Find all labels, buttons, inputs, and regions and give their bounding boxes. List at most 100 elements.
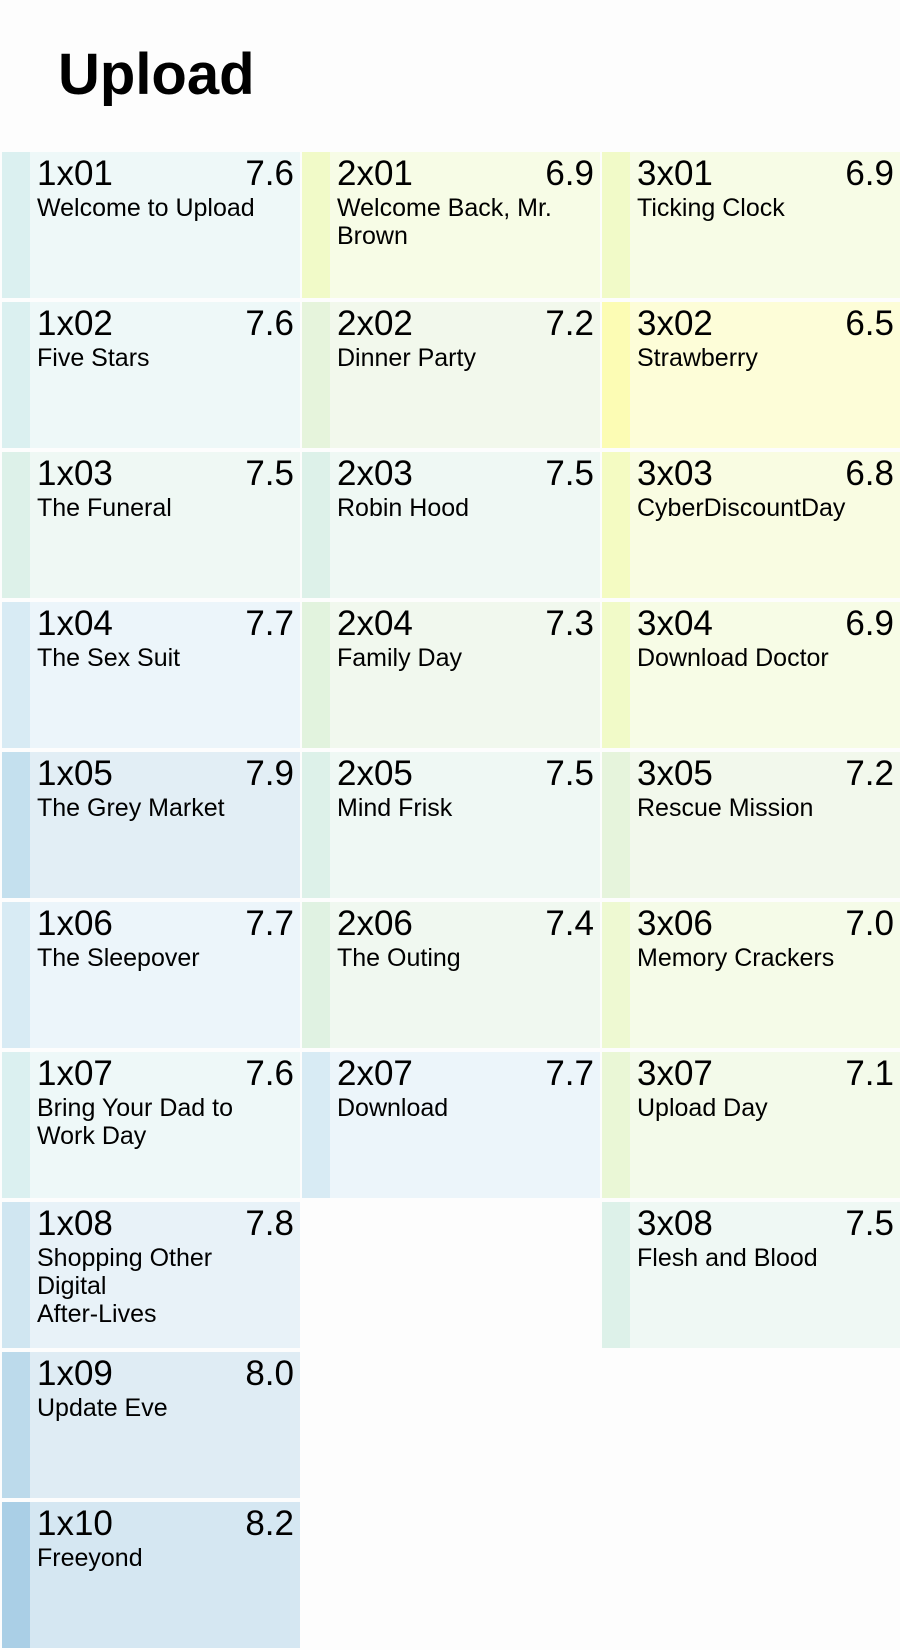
episode-rating-stripe (2, 452, 30, 598)
episode-code: 1x03 (37, 454, 113, 493)
episode-card[interactable]: 2x04 7.3 Family Day (302, 602, 600, 748)
episode-title: Upload Day (637, 1094, 768, 1122)
episode-title: Strawberry (637, 344, 758, 372)
episode-title: Memory Crackers (637, 944, 835, 972)
episode-rating: 7.6 (245, 1054, 294, 1093)
episode-rating: 6.9 (545, 154, 594, 193)
episode-rating: 7.5 (845, 1204, 894, 1243)
episode-rating-stripe (602, 752, 630, 898)
episode-rating-stripe (2, 1352, 30, 1498)
episode-title: Download Doctor (637, 644, 829, 672)
episode-rating: 7.6 (245, 304, 294, 343)
episode-rating: 7.6 (245, 154, 294, 193)
episode-rating: 7.7 (245, 904, 294, 943)
episode-rating-stripe (602, 1052, 630, 1198)
episode-rating-stripe (602, 152, 630, 298)
episode-rating-stripe (2, 602, 30, 748)
episode-card[interactable]: 2x02 7.2 Dinner Party (302, 302, 600, 448)
episode-card[interactable]: 1x10 8.2 Freeyond (2, 1502, 300, 1648)
episode-title: Shopping Other Digital After-Lives (37, 1244, 213, 1328)
episode-code: 1x01 (37, 154, 113, 193)
episode-card[interactable]: 3x04 6.9 Download Doctor (602, 602, 900, 748)
episode-card-body: 3x05 7.2 Rescue Mission (630, 752, 900, 898)
episode-rating-stripe (302, 302, 330, 448)
episode-code: 3x03 (637, 454, 713, 493)
episode-rating-stripe (2, 152, 30, 298)
episode-title: Download (337, 1094, 449, 1122)
episode-card[interactable]: 3x08 7.5 Flesh and Blood (602, 1202, 900, 1348)
episode-code: 2x03 (337, 454, 413, 493)
episode-card[interactable]: 1x09 8.0 Update Eve (2, 1352, 300, 1498)
episode-card[interactable]: 2x07 7.7 Download (302, 1052, 600, 1198)
episode-title: CyberDiscountDay (637, 494, 846, 522)
episode-code: 1x08 (37, 1204, 113, 1243)
episode-card[interactable]: 1x03 7.5 The Funeral (2, 452, 300, 598)
episode-code: 3x07 (637, 1054, 713, 1093)
episode-card[interactable]: 3x06 7.0 Memory Crackers (602, 902, 900, 1048)
episode-rating: 7.5 (245, 454, 294, 493)
episode-rating-stripe (602, 902, 630, 1048)
episode-code: 3x01 (637, 154, 713, 193)
episode-rating: 6.9 (845, 604, 894, 643)
episode-card[interactable]: 1x04 7.7 The Sex Suit (2, 602, 300, 748)
episode-card[interactable]: 3x01 6.9 Ticking Clock (602, 152, 900, 298)
episode-card[interactable]: 2x01 6.9 Welcome Back, Mr. Brown (302, 152, 600, 298)
episode-card-body: 1x03 7.5 The Funeral (30, 452, 300, 598)
episode-title: Dinner Party (337, 344, 476, 372)
episode-card[interactable]: 1x05 7.9 The Grey Market (2, 752, 300, 898)
episode-card-body: 2x04 7.3 Family Day (330, 602, 600, 748)
episode-card-body: 3x01 6.9 Ticking Clock (630, 152, 900, 298)
episode-card-body: 3x02 6.5 Strawberry (630, 302, 900, 448)
episode-card[interactable]: 3x07 7.1 Upload Day (602, 1052, 900, 1198)
episode-rating: 7.7 (245, 604, 294, 643)
episode-card[interactable]: 1x01 7.6 Welcome to Upload (2, 152, 300, 298)
episode-rating: 6.8 (845, 454, 894, 493)
episode-card-body: 2x05 7.5 Mind Frisk (330, 752, 600, 898)
episode-card[interactable]: 2x03 7.5 Robin Hood (302, 452, 600, 598)
episode-rating: 7.3 (545, 604, 594, 643)
episode-card[interactable]: 2x05 7.5 Mind Frisk (302, 752, 600, 898)
episode-title: Mind Frisk (337, 794, 453, 822)
episode-rating: 6.5 (845, 304, 894, 343)
episode-code: 1x04 (37, 604, 113, 643)
episode-title: Flesh and Blood (637, 1244, 818, 1272)
episode-rating-stripe (2, 302, 30, 448)
episode-rating: 7.7 (545, 1054, 594, 1093)
episode-rating-stripe (2, 902, 30, 1048)
episode-rating: 7.5 (545, 454, 594, 493)
episode-card[interactable]: 3x03 6.8 CyberDiscountDay (602, 452, 900, 598)
episode-card-body: 3x03 6.8 CyberDiscountDay (630, 452, 900, 598)
episode-code: 2x04 (337, 604, 413, 643)
episode-card-body: 1x02 7.6 Five Stars (30, 302, 300, 448)
episode-code: 3x05 (637, 754, 713, 793)
episode-card[interactable]: 1x07 7.6 Bring Your Dad to Work Day (2, 1052, 300, 1198)
episode-card[interactable]: 1x02 7.6 Five Stars (2, 302, 300, 448)
episode-title: Rescue Mission (637, 794, 814, 822)
episode-card-body: 2x07 7.7 Download (330, 1052, 600, 1198)
episode-title: The Sex Suit (37, 644, 181, 672)
episode-card-body: 1x05 7.9 The Grey Market (30, 752, 300, 898)
episode-card[interactable]: 3x05 7.2 Rescue Mission (602, 752, 900, 898)
episode-card-body: 1x04 7.7 The Sex Suit (30, 602, 300, 748)
episode-code: 2x02 (337, 304, 413, 343)
episode-rating: 8.2 (245, 1504, 294, 1543)
episode-title: Welcome Back, Mr. Brown (337, 194, 552, 250)
episode-card[interactable]: 1x08 7.8 Shopping Other Digital After-Live… (2, 1202, 300, 1348)
episode-rating-stripe (2, 752, 30, 898)
episode-code: 3x02 (637, 304, 713, 343)
episode-title: Bring Your Dad to Work Day (37, 1094, 233, 1150)
episode-rating: 6.9 (845, 154, 894, 193)
episode-card-body: 2x01 6.9 Welcome Back, Mr. Brown (330, 152, 600, 298)
episode-rating-stripe (302, 452, 330, 598)
episode-code: 1x10 (37, 1504, 113, 1543)
episode-card-body: 3x07 7.1 Upload Day (630, 1052, 900, 1198)
episode-card[interactable]: 3x02 6.5 Strawberry (602, 302, 900, 448)
episode-rating: 7.8 (245, 1204, 294, 1243)
episode-card-body: 2x06 7.4 The Outing (330, 902, 600, 1048)
episode-card[interactable]: 1x06 7.7 The Sleepover (2, 902, 300, 1048)
episode-card[interactable]: 2x06 7.4 The Outing (302, 902, 600, 1048)
episode-card-body: 1x09 8.0 Update Eve (30, 1352, 300, 1498)
episode-rating: 7.1 (845, 1054, 894, 1093)
episode-card-body: 2x02 7.2 Dinner Party (330, 302, 600, 448)
episode-card-body: 1x08 7.8 Shopping Other Digital After-Live… (30, 1202, 300, 1348)
